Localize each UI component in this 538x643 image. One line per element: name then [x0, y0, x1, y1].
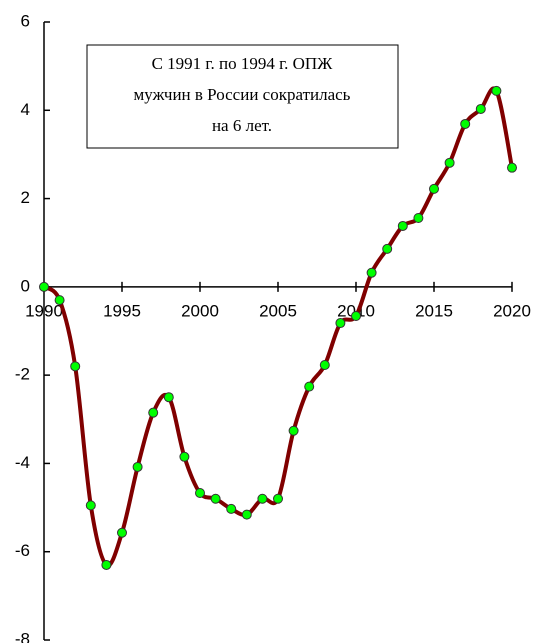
marker — [273, 493, 283, 504]
marker — [382, 243, 393, 254]
annotation: С 1991 г. по 1994 г. ОПЖ — [152, 54, 334, 73]
marker — [257, 493, 268, 504]
x-tick-label: 2015 — [415, 301, 453, 320]
marker — [117, 527, 127, 538]
marker — [444, 157, 455, 168]
marker — [195, 488, 205, 499]
marker — [304, 381, 315, 392]
x-tick-label: 1995 — [103, 301, 141, 320]
marker — [132, 461, 143, 472]
marker — [413, 212, 424, 223]
x-tick-label: 2020 — [493, 301, 531, 320]
y-tick-label: -6 — [15, 541, 30, 560]
marker — [397, 220, 408, 231]
marker — [101, 559, 112, 570]
marker — [70, 361, 81, 372]
annotation-box — [86, 44, 399, 149]
y-tick-label: 2 — [21, 188, 30, 207]
y-tick-label: 6 — [21, 11, 30, 30]
marker — [39, 281, 49, 292]
marker — [475, 103, 486, 114]
x-tick-label: 2005 — [259, 301, 297, 320]
x-tick-label: 1990 — [25, 301, 63, 320]
marker — [241, 509, 252, 520]
y-tick-label: -8 — [15, 629, 30, 643]
annotation: мужчин в России сократилась — [134, 85, 351, 104]
marker — [163, 392, 174, 403]
marker — [148, 407, 159, 418]
marker — [429, 183, 439, 194]
marker — [54, 295, 65, 306]
annotation: на 6 лет. — [212, 116, 272, 135]
marker — [179, 451, 190, 462]
marker — [335, 318, 346, 329]
marker — [366, 267, 377, 278]
marker — [507, 162, 517, 173]
marker — [460, 118, 471, 129]
y-tick-label: 0 — [21, 276, 30, 295]
marker — [85, 500, 96, 511]
y-tick-label: 4 — [21, 100, 30, 119]
marker — [351, 310, 361, 321]
x-tick-label: 2000 — [181, 301, 219, 320]
marker — [491, 85, 502, 96]
marker — [226, 503, 237, 514]
x-tick-label: 2010 — [337, 301, 375, 320]
marker — [288, 425, 299, 436]
marker — [210, 493, 221, 504]
y-tick-label: -2 — [15, 365, 30, 384]
marker — [319, 359, 330, 370]
y-tick-label: -4 — [15, 453, 30, 472]
